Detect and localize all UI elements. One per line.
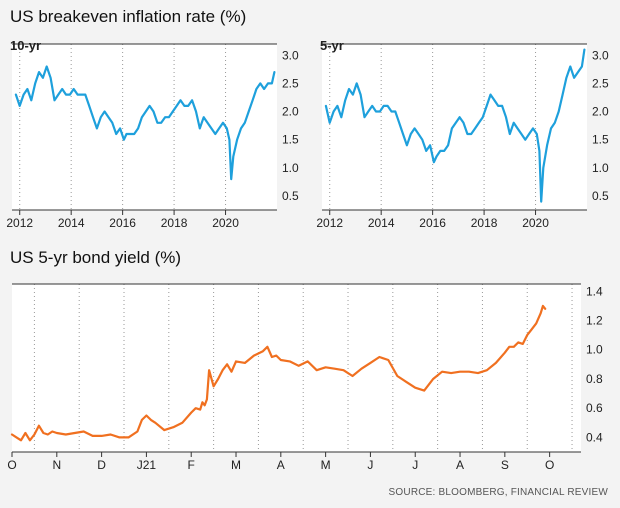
bond-yield-x-tick-label: J: [367, 458, 373, 472]
bond-yield-y-tick-label: 1.0: [586, 343, 603, 357]
bond-yield-x-tick-label: M: [231, 458, 241, 472]
breakeven-10yr-x-tick-label: 2020: [212, 216, 239, 230]
breakeven-10yr-y-tick-label: 0.5: [282, 189, 299, 203]
breakeven-10yr-plot-area: [12, 44, 277, 210]
bond-yield-x-tick-label: J: [412, 458, 418, 472]
bond-yield-y-tick-label: 1.4: [586, 284, 603, 298]
breakeven-10yr-y-tick-label: 2.5: [282, 76, 299, 90]
breakeven-10yr-x-tick-label: 2018: [161, 216, 188, 230]
breakeven-10yr-series-line: [14, 65, 276, 181]
breakeven-10yr-y-tick-label: 1.0: [282, 161, 299, 175]
breakeven-5yr-x-tick-label: 2012: [316, 216, 343, 230]
bond-yield-x-tick-label: S: [501, 458, 509, 472]
breakeven-5yr-y-tick-label: 2.0: [592, 105, 609, 119]
breakeven-5yr-chart: 2012 2014 2016 2018 2020 0.5 1.0 1.5 2.0 2.5 3.0 5-…: [316, 38, 609, 230]
breakeven-5yr-y-tick-label: 1.5: [592, 133, 609, 147]
bond-yield-y-tick-label: 0.4: [586, 430, 603, 444]
breakeven-5yr-y-tick-label: 1.0: [592, 161, 609, 175]
breakeven-5yr-panel-label: 5-yr: [320, 38, 344, 53]
bond-yield-x-tick-label: A: [277, 458, 285, 472]
breakeven-5yr-x-tick-label: 2016: [419, 216, 446, 230]
breakeven-heading: US breakeven inflation rate (%): [10, 7, 247, 26]
breakeven-5yr-plot-area: [322, 44, 587, 210]
breakeven-10yr-y-tick-label: 2.0: [282, 105, 299, 119]
bond-yield-series-line: [10, 304, 547, 442]
bond-yield-y-tick-label: 1.2: [586, 314, 603, 328]
breakeven-10yr-x-tick-label: 2012: [6, 216, 33, 230]
bond-yield-x-tick-label: O: [7, 458, 16, 472]
breakeven-10yr-chart: 2012 2014 2016 2018 2020 0.5 1.0 1.5 2.0 2.5 3.0 10…: [6, 38, 299, 230]
bond-yield-heading: US 5-yr bond yield (%): [10, 248, 182, 267]
breakeven-10yr-panel-label: 10-yr: [10, 38, 41, 53]
bond-yield-x-tick-label: M: [321, 458, 331, 472]
bond-yield-x-tick-label: J21: [137, 458, 157, 472]
source-note: SOURCE: BLOOMBERG, FINANCIAL REVIEW: [388, 487, 608, 498]
breakeven-5yr-x-tick-label: 2014: [368, 216, 395, 230]
breakeven-5yr-y-tick-label: 0.5: [592, 189, 609, 203]
bond-yield-y-tick-label: 0.6: [586, 401, 603, 415]
bond-yield-x-tick-label: O: [545, 458, 554, 472]
breakeven-5yr-series-line: [324, 48, 586, 203]
bond-yield-y-tick-label: 0.8: [586, 372, 603, 386]
breakeven-10yr-x-tick-label: 2016: [109, 216, 136, 230]
breakeven-5yr-y-tick-label: 3.0: [592, 48, 609, 62]
breakeven-5yr-x-tick-label: 2020: [522, 216, 549, 230]
breakeven-5yr-y-tick-label: 2.5: [592, 76, 609, 90]
breakeven-10yr-y-tick-label: 1.5: [282, 133, 299, 147]
bond-yield-x-tick-label: D: [97, 458, 106, 472]
bond-yield-x-tick-label: N: [52, 458, 61, 472]
breakeven-10yr-x-tick-label: 2014: [58, 216, 85, 230]
breakeven-10yr-y-tick-label: 3.0: [282, 48, 299, 62]
breakeven-5yr-x-tick-label: 2018: [471, 216, 498, 230]
bond-yield-x-tick-label: A: [456, 458, 464, 472]
bond-yield-x-tick-label: F: [188, 458, 195, 472]
bond-yield-chart: O N D J21 F M A M J J A S O 0.4 0.6 0.8 1.0 1.2 1.4: [7, 283, 603, 472]
bond-yield-plot-area: [12, 284, 581, 452]
